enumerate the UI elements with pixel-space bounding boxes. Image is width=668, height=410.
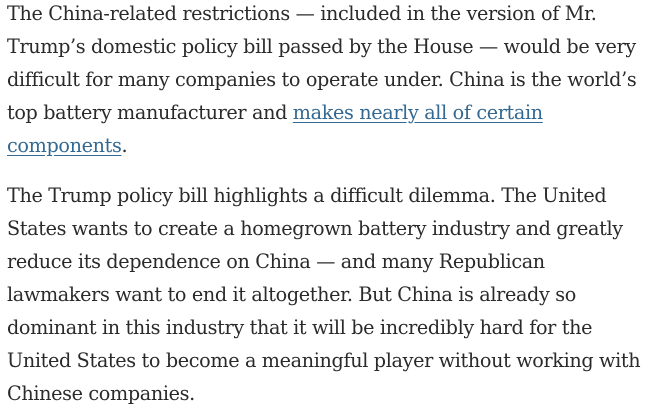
text-line: United States to become a meaningful pla…	[7, 349, 641, 372]
text-line: lawmakers want to end it altogether. But…	[7, 283, 576, 306]
text-line: The Trump policy bill highlights a diffi…	[7, 184, 607, 207]
paragraph-policy-dilemma: The Trump policy bill highlights a diffi…	[7, 179, 668, 410]
text-line: Trump’s domestic policy bill passed by t…	[7, 35, 636, 58]
components-link[interactable]: makes nearly all of certain	[292, 101, 543, 124]
text-line: reduce its dependence on China — and man…	[7, 250, 545, 273]
components-link-continued[interactable]: components	[7, 134, 122, 157]
text-line: States wants to create a homegrown batte…	[7, 217, 623, 240]
text-line: difficult for many companies to operate …	[7, 68, 637, 91]
text-line: dominant in this industry that it will b…	[7, 316, 593, 339]
text-line-with-link: top battery manufacturer and makes nearl…	[7, 96, 668, 129]
text-line-with-link: components.	[7, 129, 668, 162]
paragraph-china-restrictions: The China-related restrictions — include…	[7, 0, 668, 162]
text-segment: top battery manufacturer and	[7, 101, 293, 124]
text-line: The China-related restrictions — include…	[7, 2, 597, 25]
text-segment: .	[121, 134, 128, 157]
text-line: Chinese companies.	[7, 382, 195, 405]
